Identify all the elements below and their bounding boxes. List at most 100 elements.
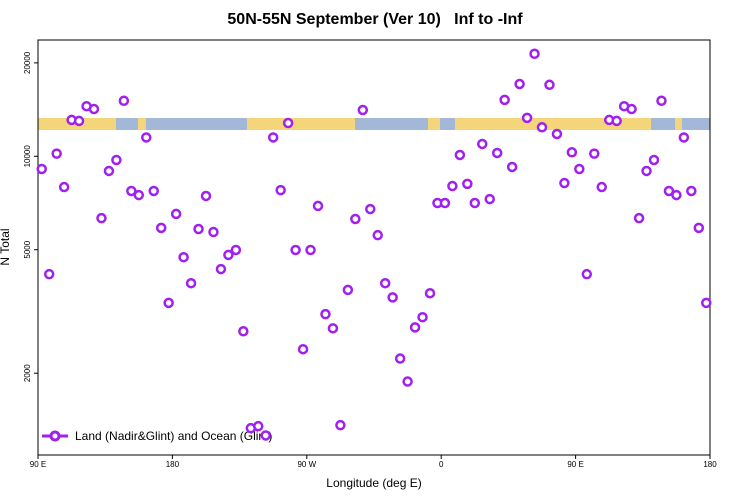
data-point (223, 249, 234, 261)
data-point (686, 185, 697, 197)
data-point (462, 178, 473, 190)
data-point (506, 161, 518, 173)
data-point (200, 190, 212, 202)
data-point (589, 148, 600, 159)
x-tick-label: 90 E (567, 460, 583, 469)
data-point (208, 226, 219, 238)
legend-label: Land (Nadir&Glint) and Ocean (Glint) (75, 429, 272, 443)
data-point (514, 78, 525, 90)
land-strip (428, 118, 440, 130)
chart-title: 50N-55N September (Ver 10) Inf to -Inf (227, 11, 523, 28)
land-strip (138, 118, 146, 130)
data-point (581, 268, 593, 280)
data-point (536, 122, 548, 133)
land-strip (247, 118, 355, 130)
data-point (663, 185, 675, 197)
x-tick-label: 90 W (297, 460, 316, 469)
data-point (394, 353, 406, 364)
data-point (178, 251, 189, 263)
data-point (320, 308, 331, 320)
data-point (477, 138, 488, 150)
data-point (447, 180, 458, 192)
data-point (51, 148, 62, 159)
data-point (88, 103, 100, 115)
data-point (327, 323, 339, 334)
data-point (574, 163, 585, 175)
data-point (267, 132, 279, 143)
data-point (36, 163, 47, 175)
data-point (499, 94, 510, 106)
data-point (275, 184, 286, 196)
data-point (305, 244, 316, 256)
data-point (43, 268, 55, 280)
data-point (193, 223, 204, 235)
data-point (611, 115, 622, 127)
data-point (163, 297, 174, 309)
y-tick-label: 20000 (23, 51, 32, 74)
data-point (521, 112, 533, 124)
data-point (297, 343, 309, 355)
data-point (126, 185, 137, 197)
data-point (529, 48, 540, 60)
data-point (544, 79, 555, 91)
data-point (424, 287, 436, 299)
data-point (387, 292, 398, 303)
data-point (155, 222, 167, 234)
data-point (678, 132, 690, 143)
data-point (365, 203, 376, 215)
y-axis-label: N Total (0, 228, 12, 265)
data-point (484, 193, 495, 205)
data-point (290, 244, 301, 256)
data-point (656, 95, 667, 107)
data-point (133, 189, 145, 201)
x-tick-label: 0 (439, 460, 444, 469)
data-point (641, 165, 652, 177)
data-point (379, 277, 391, 289)
data-point (312, 200, 324, 212)
data-point (111, 154, 122, 166)
data-point (118, 95, 130, 107)
land-strip (675, 118, 682, 130)
legend-marker (49, 430, 61, 442)
data-point (350, 213, 361, 225)
data-point (626, 103, 637, 115)
data-point (96, 212, 107, 224)
y-tick-label: 10000 (23, 145, 32, 168)
data-point (238, 326, 249, 337)
data-point (170, 208, 182, 220)
data-point (566, 147, 578, 158)
x-tick-label: 180 (166, 460, 180, 469)
data-point (335, 419, 346, 431)
data-point (148, 185, 159, 197)
data-point (671, 189, 682, 201)
data-point (253, 420, 264, 432)
data-point (648, 154, 660, 166)
data-point (551, 128, 563, 140)
data-point (58, 181, 70, 193)
data-point (491, 147, 503, 159)
data-point (185, 277, 197, 289)
data-point (633, 212, 645, 224)
data-point (469, 197, 481, 209)
data-point (357, 104, 369, 116)
x-tick-label: 90 E (30, 460, 46, 469)
x-tick-label: 180 (703, 460, 717, 469)
data-point (417, 311, 428, 323)
data-point (596, 181, 607, 193)
y-tick-label: 2000 (23, 364, 32, 382)
data-point (372, 229, 383, 241)
data-point (230, 244, 242, 256)
data-point (215, 263, 227, 275)
data-point (439, 197, 451, 209)
y-tick-label: 5000 (23, 240, 32, 258)
data-point (454, 149, 466, 161)
data-point (342, 284, 354, 296)
data-point (260, 430, 271, 441)
land-strip (455, 118, 651, 130)
data-point (409, 322, 421, 333)
data-point (559, 177, 570, 189)
data-point (693, 222, 705, 234)
data-point (402, 376, 413, 387)
data-point (282, 117, 294, 129)
